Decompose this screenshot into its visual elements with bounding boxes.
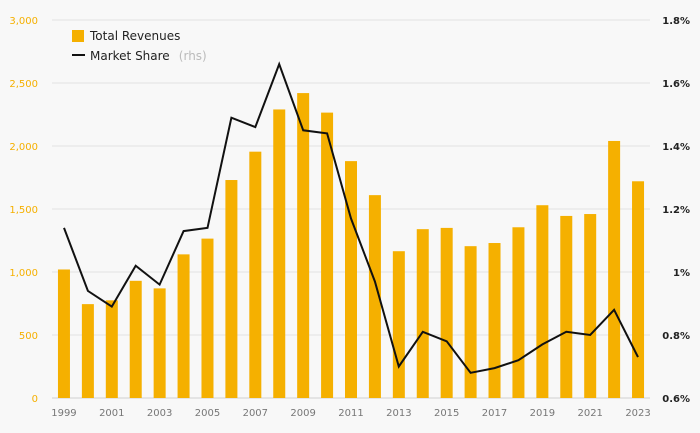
x-tick-label: 2001 xyxy=(99,408,124,419)
revenue-bar xyxy=(345,161,357,398)
y-left-tick-label: 3,000 xyxy=(9,16,38,27)
revenue-bar xyxy=(488,243,501,398)
x-tick-label: 2015 xyxy=(434,408,459,419)
x-tick-label: 2003 xyxy=(147,408,172,419)
revenue-bar xyxy=(225,180,238,398)
y-left-tick-label: 0 xyxy=(32,394,38,405)
revenue-bar xyxy=(368,195,381,398)
legend-line-text: Market Share (rhs) xyxy=(90,45,207,64)
x-tick-label: 2009 xyxy=(290,408,315,419)
revenue-bar xyxy=(201,238,214,398)
revenue-bar xyxy=(249,151,262,398)
x-tick-label: 2023 xyxy=(625,408,650,419)
right-axis: 0.6% 0.8% 1% 1.2% 1.4% 1.6% 1.8% xyxy=(662,16,690,405)
x-tick-label: 2005 xyxy=(195,408,220,419)
revenue-bar xyxy=(464,246,477,398)
revenue-bar xyxy=(273,109,286,399)
revenue-bar xyxy=(321,112,334,399)
x-tick-label: 2017 xyxy=(482,408,507,419)
y-left-tick-label: 1,000 xyxy=(9,268,38,279)
revenue-bar xyxy=(416,229,429,398)
market-share-line xyxy=(63,61,639,374)
revenue-bar xyxy=(440,227,453,398)
legend-line-note: (rhs) xyxy=(179,49,207,63)
x-tick-label: 2013 xyxy=(386,408,411,419)
revenue-bar xyxy=(129,280,142,398)
revenue-bar xyxy=(177,254,190,398)
revenue-bar xyxy=(392,251,405,398)
legend: Total Revenues Market Share (rhs) xyxy=(72,29,207,64)
legend-bar-swatch xyxy=(72,30,84,42)
revenue-bar xyxy=(536,205,549,398)
left-axis: 0 500 1,000 1,500 2,000 2,500 3,000 xyxy=(9,16,38,405)
revenue-bar xyxy=(105,300,118,398)
market-share-line-group xyxy=(63,61,639,374)
x-tick-label: 1999 xyxy=(51,408,76,419)
y-right-tick-label: 0.6% xyxy=(662,394,690,405)
revenue-bar xyxy=(81,304,94,398)
x-tick-label: 2019 xyxy=(530,408,555,419)
revenue-bar xyxy=(632,181,645,398)
revenue-bars xyxy=(57,93,645,399)
y-left-tick-label: 500 xyxy=(19,331,38,342)
revenue-bar xyxy=(560,215,573,398)
y-left-tick-label: 2,500 xyxy=(9,79,38,90)
legend-bar-label: Total Revenues xyxy=(89,29,180,43)
x-tick-label: 2021 xyxy=(577,408,602,419)
revenue-bar xyxy=(584,214,597,398)
y-left-tick-label: 2,000 xyxy=(9,142,38,153)
revenue-bar xyxy=(297,93,310,398)
revenue-bar xyxy=(512,227,525,398)
y-right-tick-label: 1% xyxy=(673,268,690,279)
y-left-tick-label: 1,500 xyxy=(9,205,38,216)
legend-line-label: Market Share xyxy=(90,49,170,63)
y-right-tick-label: 1.4% xyxy=(662,142,690,153)
x-axis: 1999 2001 2003 2005 2007 2009 2011 2013 2015 2017… xyxy=(51,408,651,419)
revenue-bar xyxy=(57,269,70,398)
revenue-bar xyxy=(608,140,621,398)
x-tick-label: 2007 xyxy=(243,408,268,419)
y-right-tick-label: 1.8% xyxy=(662,16,690,27)
y-right-tick-label: 1.6% xyxy=(662,79,690,90)
y-right-tick-label: 0.8% xyxy=(662,331,690,342)
y-right-tick-label: 1.2% xyxy=(662,205,690,216)
revenue-bar xyxy=(153,288,166,398)
x-tick-label: 2011 xyxy=(338,408,363,419)
